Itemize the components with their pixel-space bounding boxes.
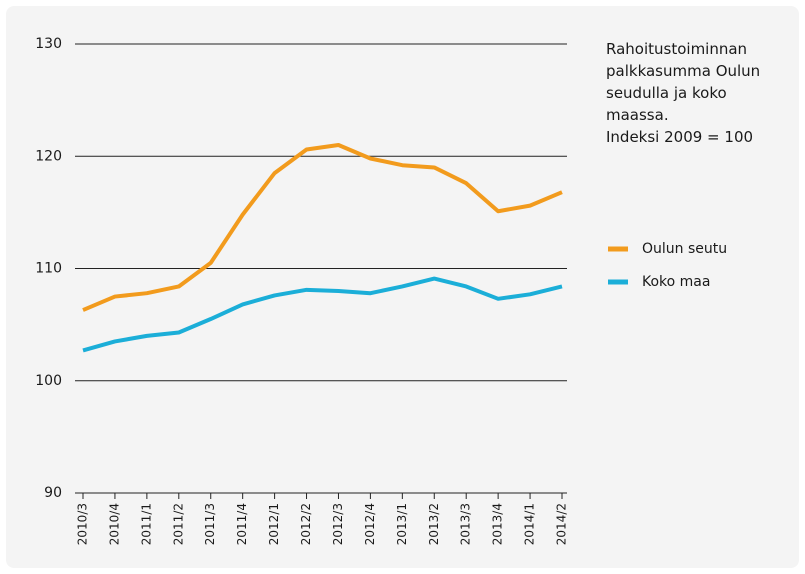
legend-label: Koko maa bbox=[642, 274, 710, 290]
y-tick-label: 110 bbox=[35, 261, 62, 277]
x-tick-label: 2013/1 bbox=[395, 503, 409, 545]
x-tick-label: 2010/4 bbox=[107, 503, 121, 545]
x-tick-label: 2013/3 bbox=[459, 503, 473, 545]
x-tick-label: 2011/1 bbox=[139, 503, 153, 545]
series-line bbox=[82, 143, 563, 312]
y-tick-label: 120 bbox=[35, 148, 62, 164]
x-tick-label: 2014/2 bbox=[555, 503, 569, 545]
x-tick-label: 2011/4 bbox=[235, 503, 249, 545]
chart-title: Rahoitustoiminnan palkkasumma Oulun seud… bbox=[606, 40, 761, 124]
title-block: Rahoitustoiminnan palkkasumma Oulun seud… bbox=[606, 38, 776, 148]
x-tick-label: 2012/4 bbox=[363, 503, 377, 545]
x-tick-label: 2011/3 bbox=[203, 503, 217, 545]
x-tick-label: 2012/1 bbox=[267, 503, 281, 545]
legend-label: Oulun seutu bbox=[642, 241, 727, 257]
x-tick-label: 2012/2 bbox=[299, 503, 313, 545]
y-tick-label: 100 bbox=[35, 373, 62, 389]
series-line bbox=[82, 276, 563, 353]
y-tick-label: 90 bbox=[44, 485, 62, 501]
x-tick-label: 2013/2 bbox=[427, 503, 441, 545]
x-tick-label: 2011/2 bbox=[171, 503, 185, 545]
x-tick-label: 2010/3 bbox=[76, 503, 90, 545]
x-tick-label: 2014/1 bbox=[523, 503, 537, 545]
x-tick-label: 2012/3 bbox=[331, 503, 345, 545]
chart-subtitle: Indeksi 2009 = 100 bbox=[606, 128, 754, 146]
y-tick-label: 130 bbox=[35, 36, 62, 52]
x-tick-label: 2013/4 bbox=[491, 503, 505, 545]
